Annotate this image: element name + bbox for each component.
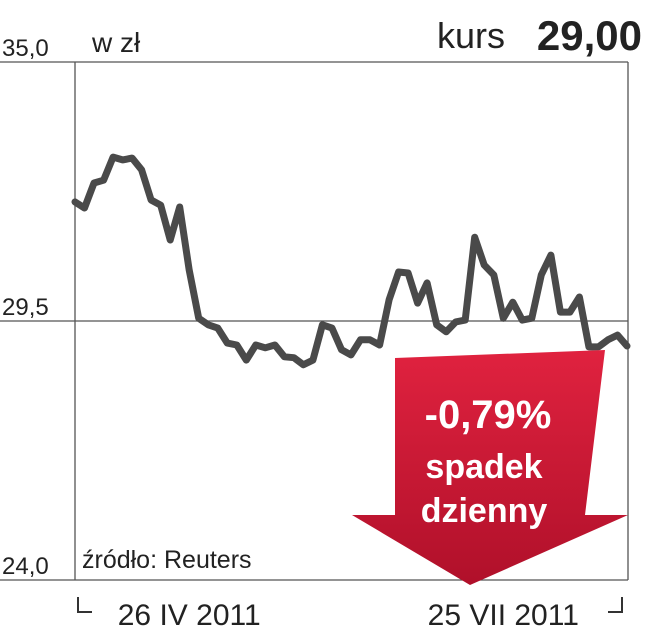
x-tick-label: 25 VII 2011: [428, 599, 579, 632]
header-value: 29,00: [537, 12, 642, 59]
header-label: kurs: [437, 15, 505, 56]
y-tick-label: 35,0: [2, 35, 49, 62]
y-tick-label: 24,0: [2, 553, 49, 580]
change-arrow: [352, 350, 628, 585]
y-tick-label: 29,5: [2, 294, 49, 321]
source: źródło: Reuters: [82, 546, 252, 574]
change-value: -0,79%: [425, 393, 552, 437]
x-range-bracket: [77, 597, 623, 613]
x-tick-label: 26 IV 2011: [118, 599, 261, 632]
price-line: [71, 153, 631, 369]
change-line2: dzienny: [421, 492, 548, 530]
y-unit: w zł: [91, 27, 141, 58]
change-line1: spadek: [425, 448, 542, 486]
